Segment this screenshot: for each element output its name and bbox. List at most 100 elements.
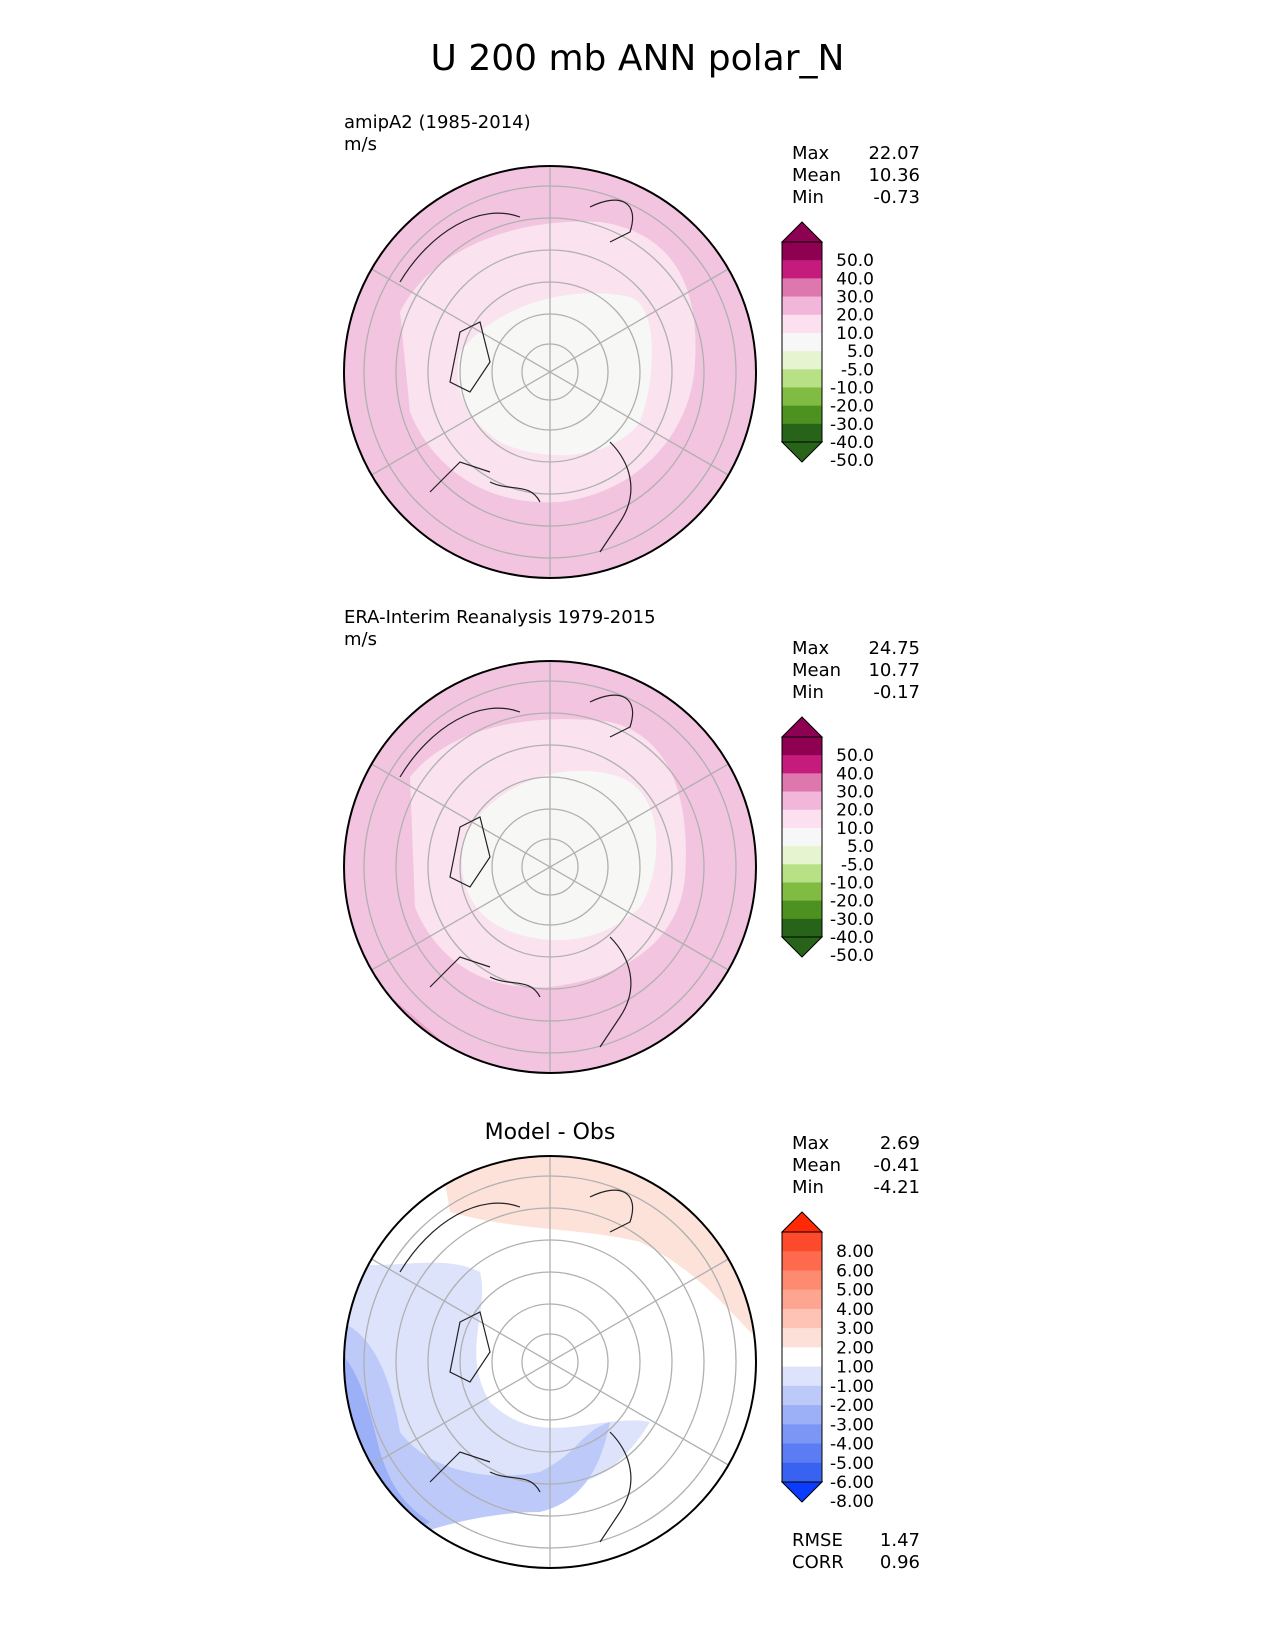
colorbar-segment <box>782 864 822 883</box>
panel-diff: Model - Obs Max 2.69 Mean -0.41 Min -4.21 8… <box>0 1100 1275 1600</box>
colorbar-segment <box>782 1443 822 1464</box>
colorbar-tick-label: -20.0 <box>830 892 874 912</box>
colorbar-extend-top <box>780 221 824 243</box>
colorbar-segment <box>782 827 822 847</box>
colorbar-tick-label: -5.0 <box>841 855 874 875</box>
colorbar-segment <box>782 882 822 902</box>
colorbar-segment <box>782 773 822 793</box>
colorbar-segment <box>782 1251 822 1271</box>
colorbar-tick-label: -50.0 <box>830 451 874 471</box>
grid <box>363 661 737 1073</box>
colorbar-segment <box>782 1385 822 1406</box>
colorbar-segment <box>782 1328 822 1348</box>
stat-max: Max 22.07 <box>792 143 920 164</box>
colorbar-tick-label: 50.0 <box>836 251 874 271</box>
colorbar-tick-label: 8.00 <box>836 1242 874 1262</box>
polar-map-model <box>343 165 757 579</box>
colorbar-outline <box>781 736 823 938</box>
colorbar-tick-label: -10.0 <box>830 378 874 398</box>
polar-map-diff <box>343 1155 757 1569</box>
stat-min: Min -0.73 <box>792 187 920 208</box>
colorbar-obs: 50.040.030.020.010.05.0-5.0-10.0-20.0-30… <box>780 716 874 966</box>
colorbar-segment <box>782 423 822 443</box>
colorbar-segment <box>782 1232 822 1252</box>
panel-title: Model - Obs <box>484 1120 616 1145</box>
colorbar-tick-label: 6.00 <box>836 1261 874 1281</box>
colorbar-segment <box>782 1308 822 1329</box>
panel-units: m/s <box>344 629 377 650</box>
colorbar-tick-label: 30.0 <box>836 288 874 308</box>
stat-mean: Mean -0.41 <box>792 1155 920 1176</box>
figure-title: U 200 mb ANN polar_N <box>430 38 845 79</box>
colorbar-tick-label: 10.0 <box>836 324 874 344</box>
grid <box>363 1156 737 1568</box>
metrics-box: RMSE 1.47 CORR 0.96 <box>792 1530 920 1574</box>
colorbar-tick-label: 5.0 <box>847 837 874 857</box>
colorbar-segment <box>782 1366 822 1387</box>
colorbar-segment <box>782 1347 822 1368</box>
colorbar-tick-label: 5.0 <box>847 342 874 362</box>
coastlines <box>399 694 634 1048</box>
colorbar-extend-bottom <box>780 1481 824 1503</box>
colorbar-diff: 8.006.005.004.003.002.001.00-1.00-2.00-3… <box>780 1211 874 1512</box>
colorbar-tick-label: -30.0 <box>830 415 874 435</box>
colorbar-tick-label: -5.00 <box>830 1454 874 1474</box>
colorbar-segment <box>782 1289 822 1310</box>
panel-obs: ERA-Interim Reanalysis 1979-2015 m/s Max… <box>0 605 1275 1105</box>
stat-max: Max 2.69 <box>792 1133 920 1154</box>
colorbar-segment <box>782 296 822 316</box>
colorbar-segment <box>782 809 822 829</box>
colorbar-tick-label: 4.00 <box>836 1300 874 1320</box>
colorbar-tick-label: -40.0 <box>830 928 874 948</box>
colorbar-tick-label: -2.00 <box>830 1396 874 1416</box>
colorbar-segment <box>782 791 822 811</box>
colorbar-outline <box>781 241 823 443</box>
colorbar-tick-label: 2.00 <box>836 1338 874 1358</box>
colorbar-tick-label: -40.0 <box>830 433 874 453</box>
panel-title-text: amipA2 (1985-2014) <box>344 112 531 133</box>
stats-box: Max 2.69 Mean -0.41 Min -4.21 <box>792 1133 920 1199</box>
colorbar-segment <box>782 314 822 334</box>
colorbar-tick-label: 5.00 <box>836 1281 874 1301</box>
colorbar-tick-label: 30.0 <box>836 783 874 803</box>
metric-rmse: RMSE 1.47 <box>792 1530 920 1551</box>
field-core <box>461 770 657 941</box>
panel-title-text: ERA-Interim Reanalysis 1979-2015 <box>344 607 656 628</box>
colorbar-tick-label: 3.00 <box>836 1319 874 1339</box>
colorbar-tick-label: -1.00 <box>830 1377 874 1397</box>
colorbar-extend-bottom <box>780 936 824 958</box>
colorbar-segment <box>782 351 822 370</box>
colorbar-segment <box>782 1424 822 1445</box>
colorbar-segment <box>782 369 822 388</box>
colorbar-tick-label: 50.0 <box>836 746 874 766</box>
colorbar-tick-label: 20.0 <box>836 306 874 326</box>
panel-title: amipA2 (1985-2014) m/s <box>344 112 531 156</box>
colorbar-segment <box>782 1405 822 1425</box>
colorbar-tick-label: -6.00 <box>830 1473 874 1493</box>
coastlines <box>399 199 634 553</box>
colorbar-extend-top <box>780 716 824 738</box>
metric-corr: CORR 0.96 <box>792 1552 920 1573</box>
colorbar-tick-label: -10.0 <box>830 873 874 893</box>
colorbar-extend-bottom <box>780 441 824 463</box>
colorbar-outline <box>781 1231 823 1483</box>
stats-box: Max 22.07 Mean 10.36 Min -0.73 <box>792 143 920 209</box>
colorbar-tick-label: 10.0 <box>836 819 874 839</box>
colorbar-segment <box>782 1462 822 1483</box>
panel-units: m/s <box>344 134 377 155</box>
colorbar-segment <box>782 737 822 756</box>
colorbar-segment <box>782 387 822 407</box>
colorbar-model: 50.040.030.020.010.05.0-5.0-10.0-20.0-30… <box>780 221 874 471</box>
colorbar-extend-top <box>780 1211 824 1233</box>
stat-max: Max 24.75 <box>792 638 920 659</box>
colorbar-tick-label: -8.00 <box>830 1492 874 1512</box>
colorbar-segment <box>782 278 822 298</box>
colorbar-segment <box>782 242 822 261</box>
colorbar-tick-label: -30.0 <box>830 910 874 930</box>
colorbar-segment <box>782 755 822 774</box>
stat-mean: Mean 10.36 <box>792 165 920 186</box>
stat-min: Min -0.17 <box>792 682 920 703</box>
colorbar-segment <box>782 332 822 352</box>
colorbar-tick-label: -50.0 <box>830 946 874 966</box>
stat-mean: Mean 10.77 <box>792 660 920 681</box>
